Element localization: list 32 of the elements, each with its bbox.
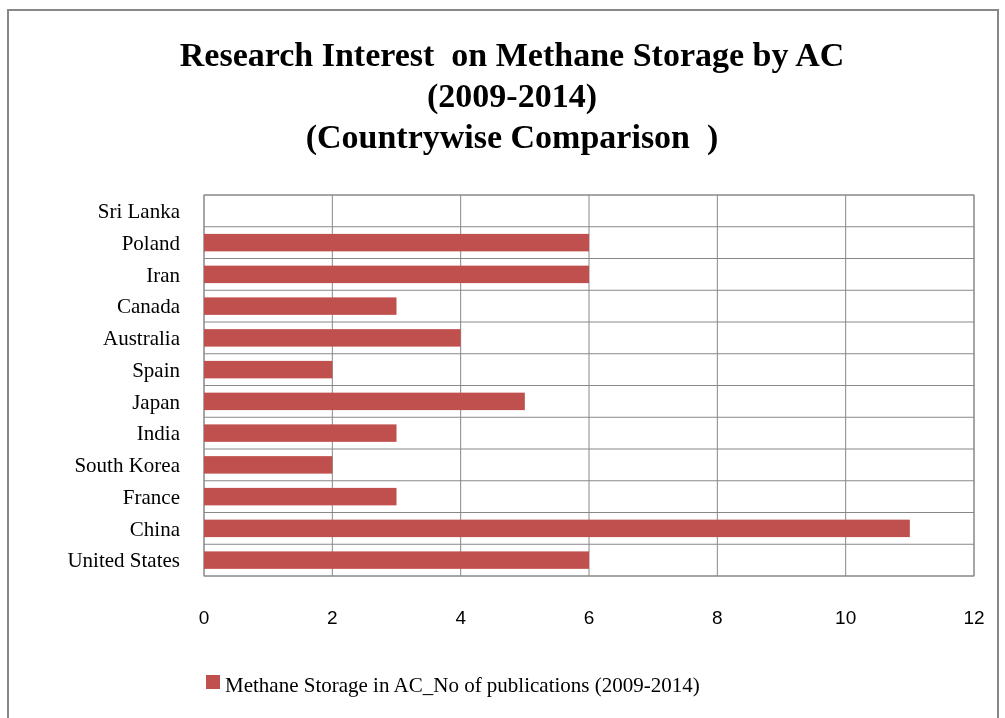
bar xyxy=(204,392,525,411)
y-tick-label: France xyxy=(122,484,180,509)
y-tick-label: Canada xyxy=(117,294,181,319)
x-tick-label: 8 xyxy=(712,607,723,628)
y-tick-label: Sri Lanka xyxy=(97,199,181,224)
y-tick-label: South Korea xyxy=(74,453,181,478)
bar xyxy=(204,519,910,538)
bar xyxy=(204,424,397,442)
legend-label: Methane Storage in AC_No of publications (2009-2014) xyxy=(225,673,700,698)
bar xyxy=(204,297,397,315)
y-tick-label: Australia xyxy=(103,326,181,351)
bar xyxy=(204,487,397,506)
x-tick-label: 2 xyxy=(327,607,338,628)
x-tick-label: 4 xyxy=(455,607,467,628)
bar xyxy=(204,551,589,569)
bar xyxy=(204,233,589,252)
y-tick-label: India xyxy=(136,421,181,446)
x-tick-label: 0 xyxy=(198,607,210,628)
y-tick-label: Spain xyxy=(132,357,181,382)
x-tick-label: 10 xyxy=(835,607,857,628)
y-tick-label: China xyxy=(129,516,181,541)
chart-title: Research Interest on Methane Storage by AC (2009-2014) (Countrywise Comparison ) xyxy=(179,36,845,156)
bar xyxy=(204,265,589,284)
y-tick-label: Iran xyxy=(146,262,181,287)
bar xyxy=(204,360,333,379)
y-tick-label: Poland xyxy=(121,230,181,255)
bar xyxy=(204,456,333,474)
bar xyxy=(204,329,461,347)
x-tick-label: 6 xyxy=(583,607,595,628)
y-tick-label: United States xyxy=(67,548,180,573)
x-tick-label: 12 xyxy=(963,607,985,628)
y-tick-label: Japan xyxy=(132,389,181,414)
